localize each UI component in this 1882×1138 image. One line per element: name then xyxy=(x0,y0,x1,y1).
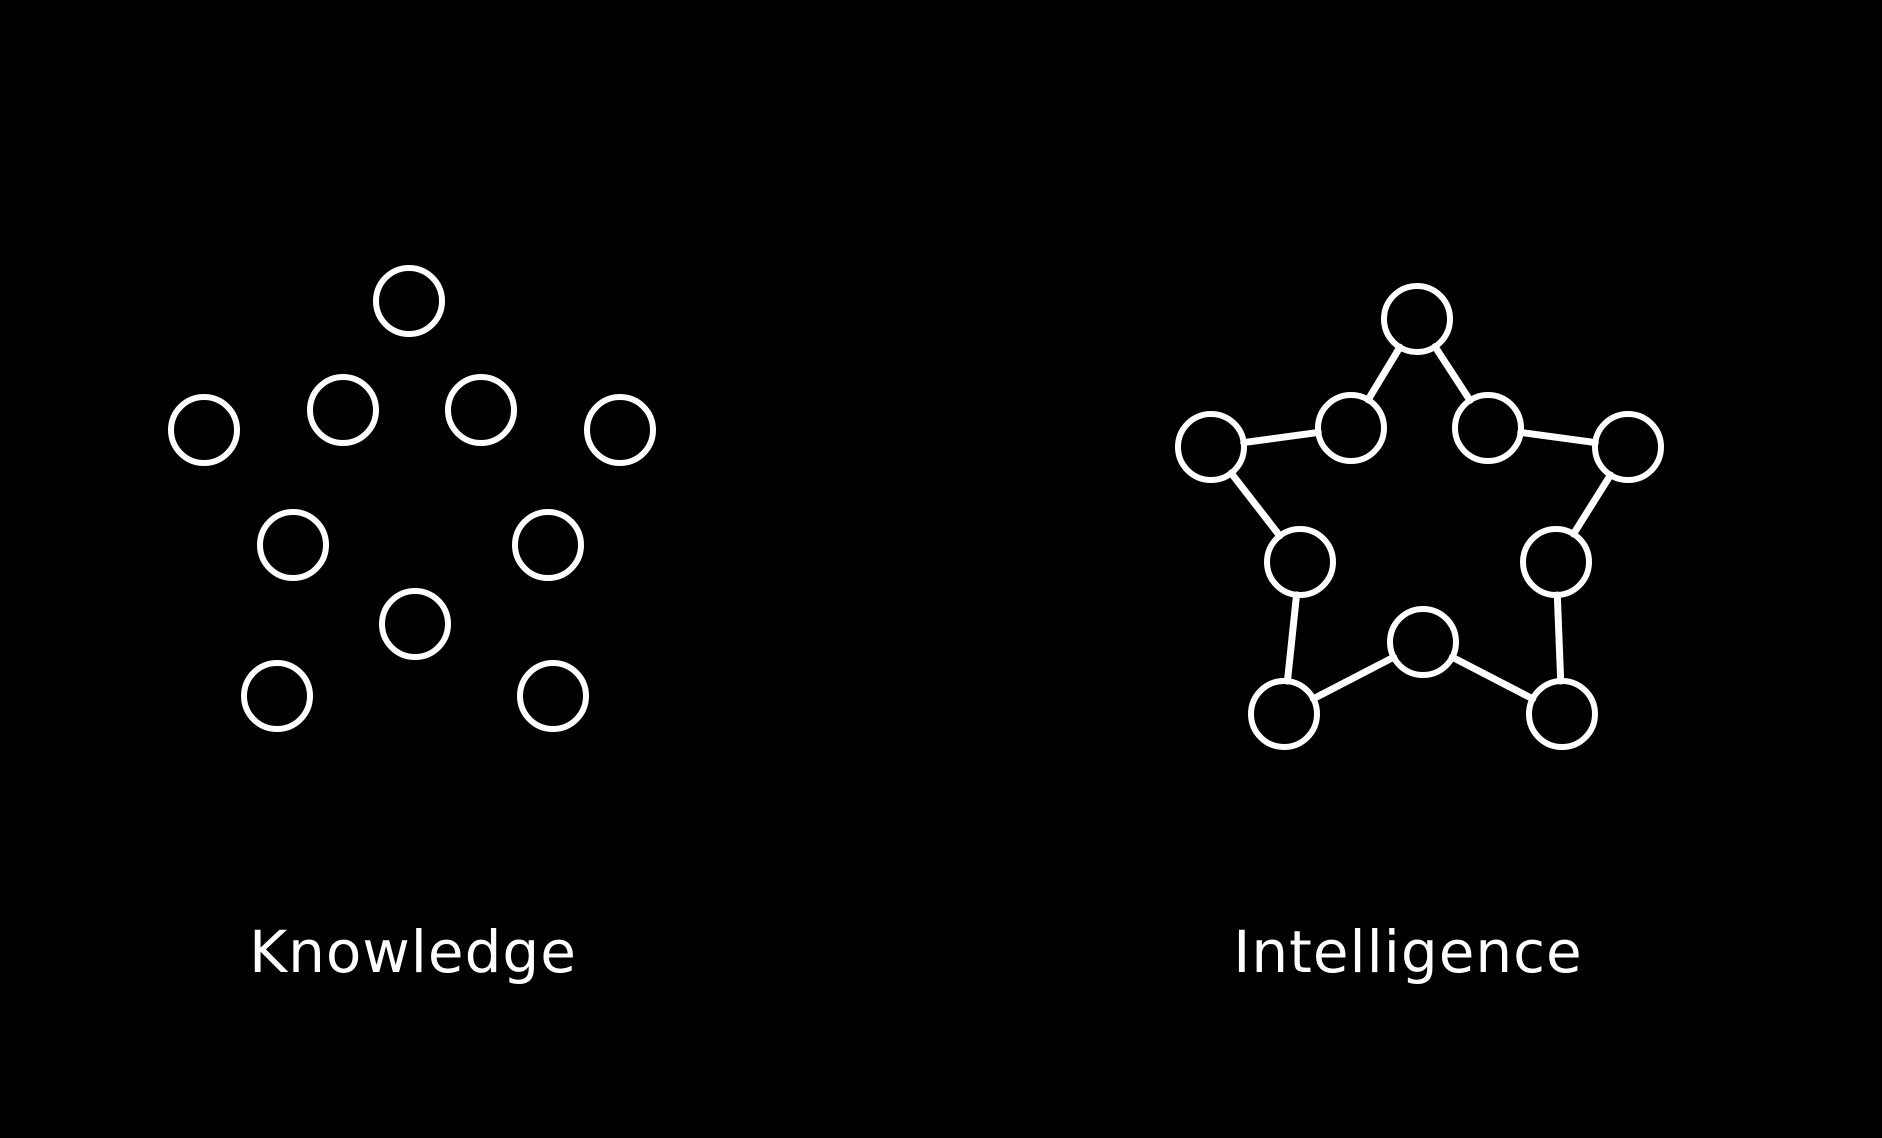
intelligence-edge-4 xyxy=(1553,591,1565,685)
intelligence-edge-10 xyxy=(1364,343,1404,404)
intelligence-node-7 xyxy=(1248,678,1320,750)
knowledge-node-8 xyxy=(379,588,451,660)
intelligence-label: Intelligence xyxy=(1233,918,1583,986)
knowledge-node-2 xyxy=(168,394,240,466)
knowledge-label: Knowledge xyxy=(249,918,577,986)
knowledge-node-cluster xyxy=(168,265,656,732)
intelligence-star-edges xyxy=(1227,343,1614,703)
knowledge-node-3 xyxy=(307,374,379,446)
intelligence-edge-2 xyxy=(1517,428,1599,447)
intelligence-node-4 xyxy=(1520,526,1592,598)
intelligence-edge-5 xyxy=(1448,653,1537,703)
knowledge-node-4 xyxy=(445,374,517,446)
intelligence-node-9 xyxy=(1175,411,1247,483)
intelligence-node-5 xyxy=(1526,678,1598,750)
knowledge-node-1 xyxy=(373,265,445,337)
intelligence-edge-1 xyxy=(1431,343,1474,404)
intelligence-node-2 xyxy=(1452,392,1524,464)
knowledge-node-9 xyxy=(241,660,313,732)
intelligence-node-6 xyxy=(1387,606,1459,678)
intelligence-edge-8 xyxy=(1227,469,1284,540)
intelligence-node-1 xyxy=(1381,283,1453,355)
knowledge-node-10 xyxy=(517,660,589,732)
knowledge-node-7 xyxy=(512,509,584,581)
intelligence-node-10 xyxy=(1315,392,1387,464)
intelligence-edge-7 xyxy=(1283,591,1301,685)
intelligence-star-nodes xyxy=(1175,283,1664,750)
intelligence-node-3 xyxy=(1592,411,1664,483)
intelligence-node-8 xyxy=(1264,526,1336,598)
intelligence-edge-3 xyxy=(1570,471,1614,538)
intelligence-edge-9 xyxy=(1240,428,1322,447)
knowledge-node-5 xyxy=(584,394,656,466)
intelligence-edge-6 xyxy=(1309,653,1398,703)
knowledge-node-6 xyxy=(257,509,329,581)
